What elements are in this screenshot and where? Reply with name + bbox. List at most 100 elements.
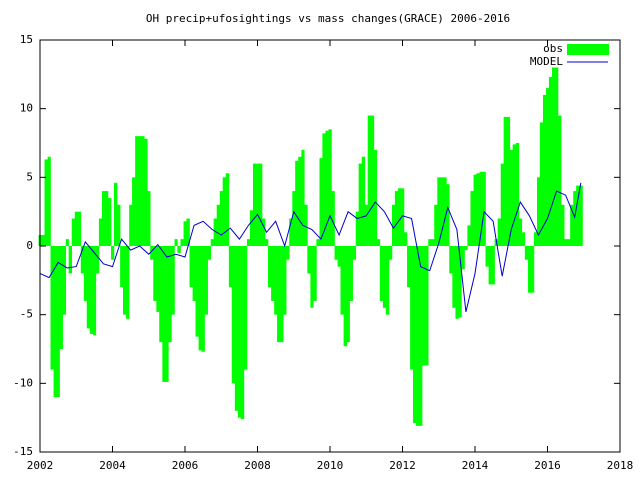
box: [403, 232, 408, 246]
box: [458, 246, 462, 318]
box: [388, 246, 393, 260]
x-tick-label: 2002: [27, 459, 54, 472]
box: [41, 235, 45, 246]
box: [195, 246, 199, 337]
box: [107, 197, 112, 246]
box: [89, 246, 94, 334]
box: [59, 246, 63, 349]
box: [304, 204, 308, 246]
box: [56, 246, 60, 398]
box: [515, 143, 520, 246]
box: [144, 138, 148, 246]
box: [123, 246, 127, 315]
box: [98, 218, 103, 246]
box: [298, 156, 302, 246]
box: [50, 246, 54, 370]
x-tick-label: 2012: [389, 459, 416, 472]
box: [334, 246, 338, 260]
box: [301, 149, 305, 246]
box: [249, 210, 254, 246]
box: [358, 163, 363, 246]
box: [440, 177, 444, 246]
box: [473, 174, 477, 246]
box: [71, 218, 76, 246]
box: [576, 185, 580, 246]
box: [482, 171, 486, 246]
box: [352, 246, 357, 260]
box: [443, 177, 447, 246]
box: [319, 158, 323, 246]
box: [53, 246, 57, 398]
x-tick-label: 2004: [99, 459, 126, 472]
box: [74, 211, 78, 246]
box: [391, 204, 396, 246]
box: [413, 246, 417, 424]
legend-label: MODEL: [530, 55, 563, 68]
x-tick-label: 2016: [534, 459, 561, 472]
box: [283, 246, 287, 315]
box: [376, 239, 381, 246]
box: [62, 246, 67, 315]
box: [497, 218, 502, 246]
box: [322, 133, 326, 246]
box: [521, 232, 526, 246]
box: [555, 67, 559, 246]
y-tick-label: -5: [20, 308, 33, 321]
box: [461, 246, 465, 270]
box: [530, 246, 535, 293]
box: [307, 246, 311, 274]
box: [470, 191, 474, 246]
box: [86, 246, 91, 329]
box: [174, 239, 178, 246]
box: [189, 246, 193, 288]
box: [92, 246, 97, 336]
box: [292, 191, 296, 246]
box: [491, 246, 495, 285]
box: [252, 163, 257, 246]
box: [407, 246, 411, 288]
y-tick-label: 15: [20, 33, 33, 46]
box: [570, 204, 574, 246]
box: [548, 77, 553, 246]
box: [289, 218, 293, 246]
box: [419, 246, 423, 426]
box: [240, 246, 245, 420]
box: [204, 246, 208, 315]
box: [277, 246, 281, 343]
x-tick-label: 2014: [462, 459, 489, 472]
box: [509, 149, 513, 246]
box: [370, 115, 375, 247]
box: [192, 246, 196, 301]
box: [171, 246, 175, 315]
box: [349, 246, 353, 301]
y-tick-label: -15: [13, 445, 33, 458]
box: [313, 246, 317, 301]
box: [546, 88, 550, 246]
box: [162, 246, 166, 382]
box: [373, 149, 378, 246]
box: [65, 239, 69, 246]
box: [434, 204, 438, 246]
box: [295, 160, 299, 246]
box: [552, 67, 556, 246]
box: [455, 246, 459, 319]
box: [280, 246, 284, 343]
box: [340, 246, 344, 315]
box: [506, 116, 511, 246]
y-tick-label: 0: [26, 239, 33, 252]
box: [579, 185, 583, 246]
box: [467, 225, 471, 246]
box: [524, 246, 529, 260]
box: [138, 136, 142, 246]
box: [213, 218, 218, 246]
box: [561, 204, 565, 246]
box: [168, 246, 172, 343]
box: [201, 246, 205, 352]
box: [416, 246, 420, 426]
box: [476, 173, 480, 246]
box: [422, 246, 426, 366]
box: [80, 246, 85, 274]
box: [256, 163, 260, 246]
x-tick-label: 2018: [607, 459, 634, 472]
box: [77, 211, 82, 246]
